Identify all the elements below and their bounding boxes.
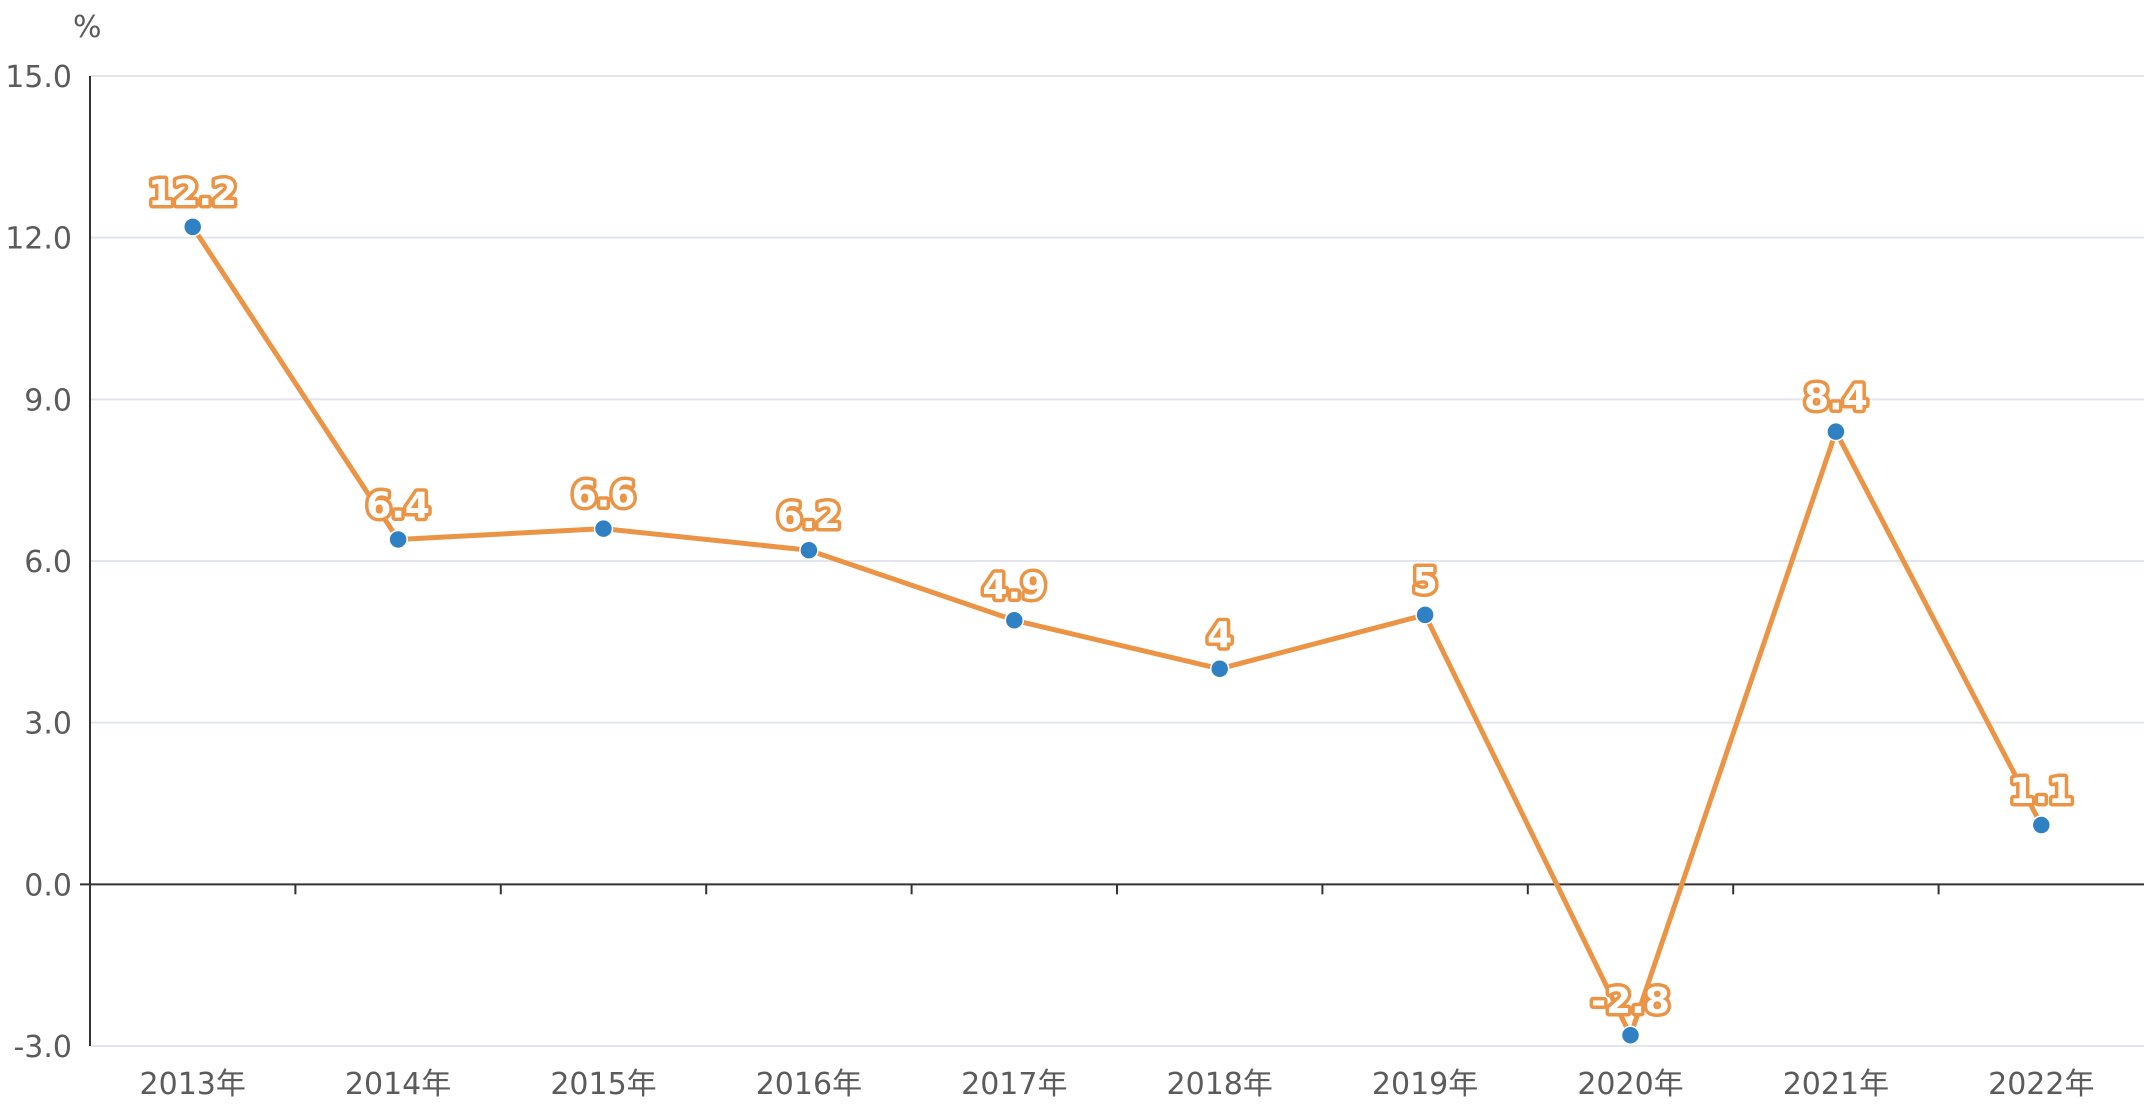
series-layer bbox=[182, 217, 2052, 1045]
data-point bbox=[1826, 421, 1846, 442]
grid-layer bbox=[90, 75, 2144, 1047]
x-tick-label: 2016年 bbox=[756, 1067, 862, 1102]
data-label: 6.6 bbox=[572, 475, 636, 516]
label-layer: 12.2 6.4 6.6 6.2 4.9 4 5 -2.8 8.4 1.1 bbox=[145, 169, 2077, 1025]
data-point bbox=[182, 217, 203, 237]
data-point bbox=[388, 529, 408, 550]
y-tick-label: 15.0 bbox=[5, 60, 72, 95]
data-point bbox=[1209, 659, 1230, 679]
data-label: 6.2 bbox=[777, 496, 841, 537]
data-label: 6.4 bbox=[366, 485, 430, 526]
x-tick-label: 2018年 bbox=[1167, 1067, 1273, 1102]
data-point bbox=[1620, 1025, 1641, 1045]
data-point bbox=[593, 518, 614, 539]
data-point bbox=[799, 540, 819, 560]
x-tick-label: 2015年 bbox=[550, 1067, 656, 1102]
data-label: 1.1 bbox=[2009, 771, 2073, 812]
data-label: 12.2 bbox=[148, 173, 237, 214]
data-point bbox=[2031, 815, 2052, 835]
x-tick-label: 2020年 bbox=[1577, 1067, 1683, 1102]
y-tick-label: 12.0 bbox=[5, 222, 72, 257]
y-tick-label: 3.0 bbox=[24, 707, 72, 742]
axis-layer: -3.0 0.0 3.0 6.0 9.0 12.0 15.0 2013年 2014年 2015年 2… bbox=[5, 60, 2144, 1102]
x-tick-label: 2017年 bbox=[961, 1067, 1067, 1102]
data-label: 4 bbox=[1207, 615, 1232, 656]
x-tick-label: 2021年 bbox=[1783, 1067, 1889, 1102]
data-point bbox=[1004, 610, 1025, 631]
y-tick-label: 0.0 bbox=[24, 868, 72, 903]
y-tick-label: 6.0 bbox=[24, 545, 72, 580]
x-tick-label: 2022年 bbox=[1988, 1067, 2094, 1102]
data-label: 8.4 bbox=[1804, 378, 1868, 419]
data-point bbox=[1415, 605, 1435, 625]
data-label: 5 bbox=[1413, 561, 1438, 602]
y-axis-unit-label: % bbox=[73, 10, 102, 45]
data-label: 4.9 bbox=[982, 566, 1046, 607]
x-tick-label: 2019年 bbox=[1372, 1067, 1478, 1102]
y-tick-label: 9.0 bbox=[24, 383, 72, 418]
data-label: -2.8 bbox=[1591, 981, 1670, 1022]
x-tick-label: 2013年 bbox=[140, 1067, 246, 1102]
y-tick-label: -3.0 bbox=[13, 1030, 72, 1065]
series-line bbox=[190, 224, 2044, 1038]
x-tick-label: 2014年 bbox=[345, 1067, 451, 1102]
